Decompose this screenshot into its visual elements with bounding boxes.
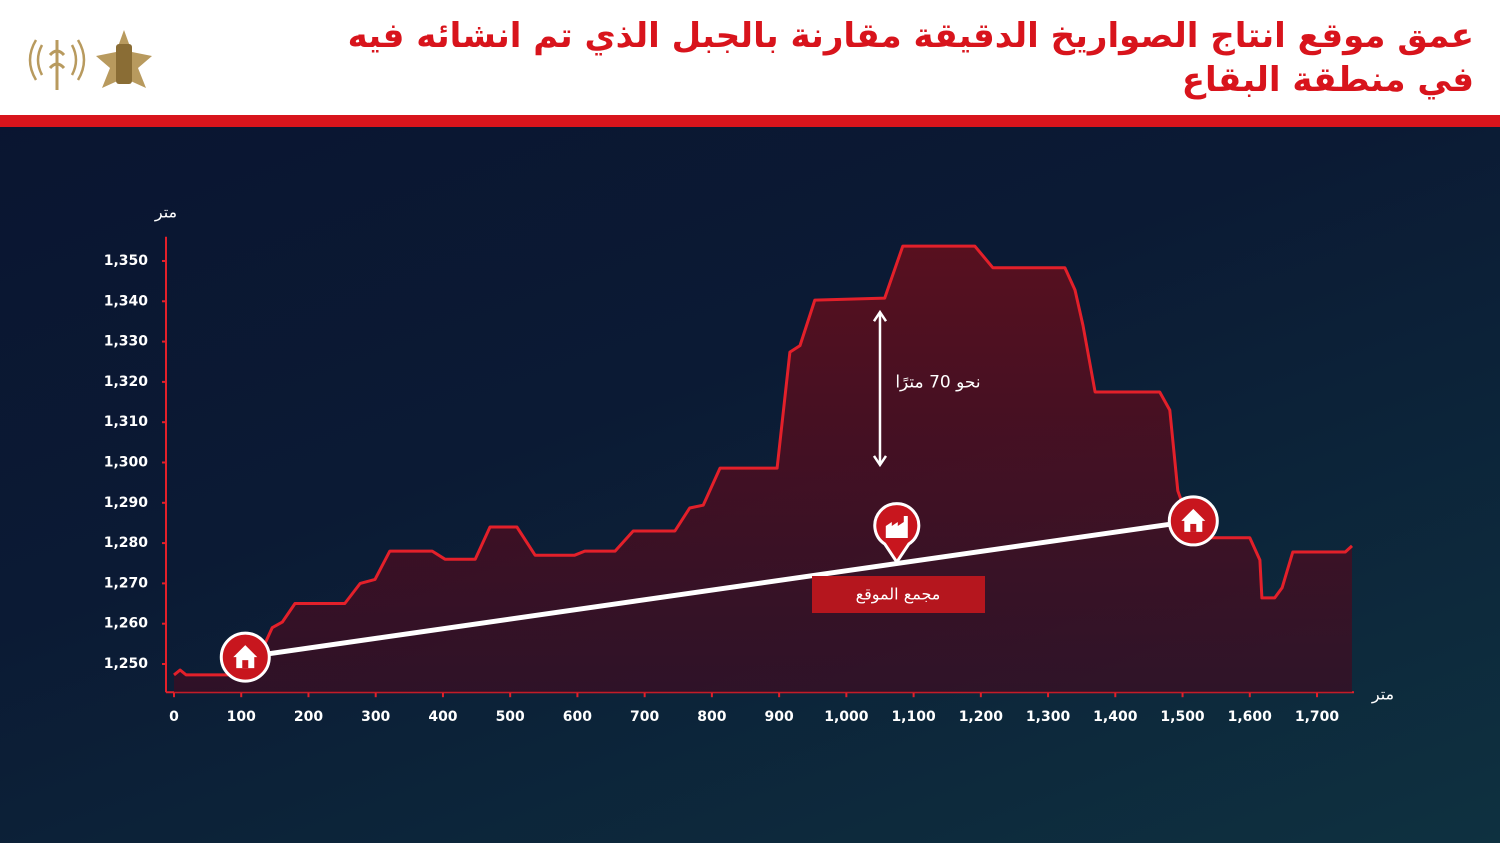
x-tick-label: 1,000 (824, 709, 869, 725)
x-tick-label: 500 (496, 709, 525, 725)
tunnel-line (244, 518, 1194, 660)
x-axis-unit: متر (1371, 685, 1394, 705)
y-tick-label: 1,340 (104, 293, 149, 309)
house-shape (233, 645, 258, 669)
title: عمق موقع انتاج الصواريخ الدقيقة مقارنة ب… (224, 14, 1474, 102)
y-axis-unit: متر (154, 203, 177, 223)
x-tick-label: 200 (294, 709, 323, 725)
y-tick-label: 1,260 (104, 616, 149, 632)
x-tick-label: 1,600 (1228, 709, 1273, 725)
x-tick-label: 0 (169, 709, 179, 725)
house-icon (219, 631, 271, 683)
y-tick-label: 1,350 (104, 253, 149, 269)
house-shape (1181, 508, 1206, 532)
house-icon (1167, 495, 1219, 547)
y-tick-label: 1,250 (104, 656, 149, 672)
title-line: عمق موقع انتاج الصواريخ الدقيقة مقارنة ب… (347, 16, 1474, 56)
header (0, 0, 1500, 115)
x-tick-label: 1,400 (1093, 709, 1138, 725)
x-tick-label: 1,700 (1295, 709, 1340, 725)
x-tick-label: 700 (630, 709, 659, 725)
title-line: في منطقة البقاع (1181, 60, 1474, 100)
y-tick-label: 1,300 (104, 454, 149, 470)
x-tick-label: 1,500 (1160, 709, 1205, 725)
x-tick-label: 800 (697, 709, 726, 725)
y-tick-label: 1,270 (104, 575, 149, 591)
logo (28, 30, 152, 90)
site-label: مجمع الموقع (856, 585, 941, 605)
x-tick-label: 300 (361, 709, 390, 725)
x-tick-label: 100 (227, 709, 256, 725)
x-tick-label: 900 (765, 709, 794, 725)
site-label-box (812, 576, 985, 613)
header-stripe (0, 115, 1500, 127)
x-tick-label: 1,300 (1026, 709, 1071, 725)
y-tick-label: 1,320 (104, 374, 149, 390)
arrow-head (872, 309, 888, 322)
x-tick-label: 1,100 (891, 709, 936, 725)
x-tick-label: 400 (428, 709, 457, 725)
x-tick-label: 600 (563, 709, 592, 725)
annotation-text: نحو 70 مترًا (895, 373, 980, 393)
house-door (1190, 523, 1197, 532)
arrow-head (872, 455, 888, 468)
y-tick-label: 1,310 (104, 414, 149, 430)
y-tick-label: 1,290 (104, 495, 149, 511)
house-door (242, 660, 249, 669)
x-tick-label: 1,200 (959, 709, 1004, 725)
y-tick-label: 1,330 (104, 334, 149, 350)
y-tick-label: 1,280 (104, 535, 149, 551)
factory-icon (885, 516, 908, 539)
